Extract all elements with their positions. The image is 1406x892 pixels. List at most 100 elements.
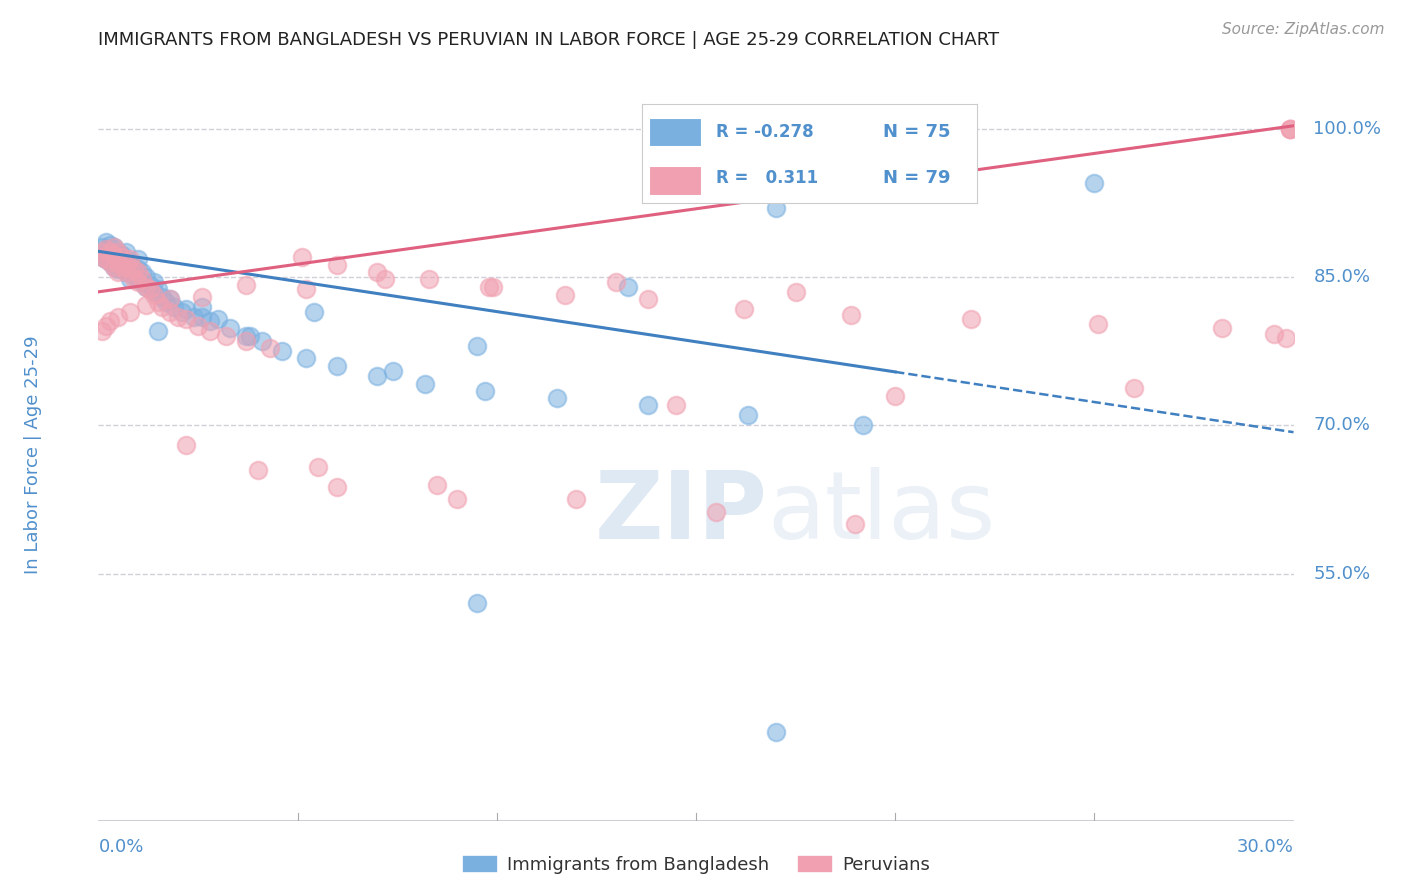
Point <box>294 351 316 365</box>
Point <box>148 282 170 296</box>
Point <box>127 262 149 277</box>
Point <box>637 399 659 413</box>
Point <box>107 310 129 324</box>
Point <box>290 250 312 264</box>
Point <box>617 280 640 294</box>
Point <box>235 329 257 343</box>
Point <box>1211 321 1233 335</box>
Point <box>172 304 194 318</box>
Point <box>115 255 138 269</box>
Point <box>413 376 436 391</box>
Point <box>107 245 129 260</box>
Point <box>91 245 114 260</box>
Point <box>326 479 349 493</box>
Point <box>159 292 181 306</box>
Point <box>478 280 501 294</box>
Point <box>98 255 122 269</box>
Point <box>250 334 273 349</box>
Point <box>198 324 221 338</box>
Point <box>465 339 488 353</box>
Point <box>135 270 157 285</box>
Point <box>270 344 292 359</box>
Point <box>841 308 863 322</box>
Point <box>259 341 281 355</box>
Point <box>426 477 449 491</box>
Point <box>307 459 329 474</box>
Point <box>103 240 125 254</box>
Point <box>148 294 170 309</box>
Point <box>91 245 114 260</box>
Point <box>139 282 162 296</box>
Point <box>96 248 118 262</box>
Point <box>120 262 142 277</box>
Point <box>191 300 214 314</box>
Point <box>111 260 134 274</box>
Point <box>103 248 125 262</box>
Point <box>852 418 875 433</box>
Point <box>91 324 114 338</box>
Legend: Immigrants from Bangladesh, Peruvians: Immigrants from Bangladesh, Peruvians <box>456 847 936 881</box>
Point <box>96 252 118 267</box>
Point <box>98 255 122 269</box>
Point <box>124 268 146 282</box>
Text: IMMIGRANTS FROM BANGLADESH VS PERUVIAN IN LABOR FORCE | AGE 25-29 CORRELATION CH: IMMIGRANTS FROM BANGLADESH VS PERUVIAN I… <box>98 31 1000 49</box>
Point <box>219 321 242 335</box>
Point <box>120 272 142 286</box>
Point <box>174 311 197 326</box>
Point <box>127 265 149 279</box>
Point <box>326 359 349 373</box>
Point <box>96 243 118 257</box>
Point <box>554 287 576 301</box>
Point <box>120 262 142 277</box>
Point <box>143 285 166 299</box>
Point <box>159 292 181 306</box>
Point <box>96 319 118 334</box>
Point <box>107 262 129 277</box>
Point <box>382 364 405 378</box>
Point <box>239 329 262 343</box>
Point <box>187 319 209 334</box>
Point <box>1087 318 1109 332</box>
Point <box>91 250 114 264</box>
Point <box>155 294 177 309</box>
Point <box>150 300 173 314</box>
Point <box>120 258 142 272</box>
Point <box>124 272 146 286</box>
Point <box>111 260 134 274</box>
Point <box>924 186 946 200</box>
Text: atlas: atlas <box>768 467 995 559</box>
Text: 55.0%: 55.0% <box>1313 565 1371 582</box>
Point <box>98 250 122 264</box>
Point <box>565 492 588 507</box>
Point <box>107 245 129 260</box>
Point <box>143 287 166 301</box>
Point <box>215 329 238 343</box>
Point <box>1278 121 1301 136</box>
Point <box>98 238 122 252</box>
Point <box>844 517 866 532</box>
Point <box>1274 331 1296 345</box>
Point <box>546 391 568 405</box>
Point <box>207 311 229 326</box>
Point <box>294 282 316 296</box>
Text: 30.0%: 30.0% <box>1237 838 1294 856</box>
Text: ZIP: ZIP <box>595 467 768 559</box>
Point <box>131 265 153 279</box>
Point <box>98 245 122 260</box>
Point <box>111 250 134 264</box>
Point <box>103 260 125 274</box>
Point <box>107 255 129 269</box>
Point <box>103 260 125 274</box>
Point <box>91 240 114 254</box>
Point <box>124 260 146 274</box>
Point <box>91 250 114 264</box>
Point <box>111 248 134 262</box>
Point <box>465 596 488 610</box>
Point <box>374 272 396 286</box>
Point <box>120 304 142 318</box>
Point <box>1123 381 1146 395</box>
Text: Source: ZipAtlas.com: Source: ZipAtlas.com <box>1222 22 1385 37</box>
Point <box>446 492 468 507</box>
Point <box>960 311 983 326</box>
Point <box>605 275 627 289</box>
